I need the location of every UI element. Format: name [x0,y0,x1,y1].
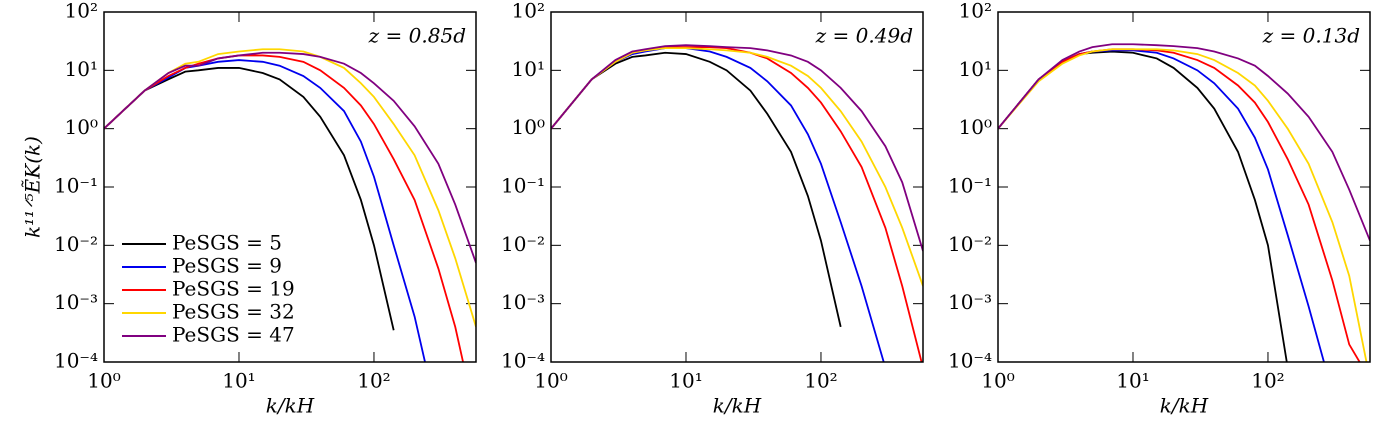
x-tick-label: 10² [1251,369,1284,393]
y-tick-label: 10⁻² [948,232,992,256]
data-line [551,47,885,362]
legend-label: PeSGS = 19 [172,277,295,301]
panel: 10⁰ 10¹ 10² 10⁻⁴ 10⁻³ 10⁻² 10⁻¹ 10⁰ 10¹ 10² z = 0.… [501,0,924,418]
y-tick-label: 10⁻³ [54,290,98,314]
data-line [998,50,1288,362]
data-line [998,48,1368,362]
y-tick-label: 10⁻² [54,232,98,256]
data-line [551,51,842,328]
x-tick-label: 10⁰ [981,369,1014,393]
legend-label: PeSGS = 5 [172,231,282,255]
legend-label: PeSGS = 47 [172,323,295,347]
x-axis-label: k/kH [713,394,762,418]
data-line [104,67,395,331]
x-axis-label: k/kH [1160,394,1209,418]
x-tick-label: 10¹ [1116,369,1149,393]
y-tick-label: 10⁰ [65,115,98,139]
data-line [998,49,1325,362]
axes-frame [103,11,477,363]
y-tick-label: 10¹ [959,57,992,81]
y-tick-label: 10⁻³ [501,290,545,314]
y-tick-label: 10¹ [65,57,98,81]
axes-frame [550,11,924,363]
y-tick-label: 10² [959,0,992,23]
x-axis-label: k/kH [266,394,315,418]
x-tick-label: 10² [357,369,390,393]
legend-label: PeSGS = 32 [172,300,295,324]
data-line [104,48,476,328]
panel: 10⁰ 10¹ 10² 10⁻⁴ 10⁻³ 10⁻² 10⁻¹ 10⁰ 10¹ 10² z = 0.… [948,0,1371,418]
y-tick-label: 10⁻³ [948,290,992,314]
y-tick-label: 10⁰ [512,115,545,139]
x-tick-label: 10¹ [669,369,702,393]
data-line [998,48,1361,362]
panel-title: z = 0.13d [1262,24,1360,48]
axes-frame [997,11,1371,363]
lines [998,43,1370,362]
data-line [998,43,1370,242]
panel: 10⁰ 10¹ 10² 10⁻⁴ 10⁻³ 10⁻² 10⁻¹ 10⁰ 10¹ 10² z = 0.… [21,0,477,418]
y-tick-label: 10⁻⁴ [948,349,992,373]
y-tick-label: 10⁻¹ [54,174,98,198]
y-axis-label: k¹¹ᐟ⁵ẼK(k) [21,136,45,238]
y-tick-label: 10² [512,0,545,23]
x-tick-label: 10⁰ [534,369,567,393]
data-line [551,47,923,287]
y-tick-label: 10⁰ [959,115,992,139]
x-tick-label: 10¹ [222,369,255,393]
panel-title: z = 0.85d [368,24,466,48]
y-tick-label: 10⁻² [501,232,545,256]
y-tick-label: 10⁻¹ [948,174,992,198]
y-tick-label: 10⁻¹ [501,174,545,198]
x-tick-label: 10⁰ [87,369,120,393]
y-tick-label: 10¹ [512,57,545,81]
panel-title: z = 0.49d [815,24,913,48]
data-line [551,44,923,252]
data-line [104,54,464,362]
y-tick-label: 10² [65,0,98,23]
x-tick-label: 10² [804,369,837,393]
legend-label: PeSGS = 9 [172,254,282,278]
data-line [104,51,476,264]
lines [551,44,923,362]
lines [104,48,476,362]
data-line [551,46,923,362]
y-tick-label: 10⁻⁴ [54,349,98,373]
y-tick-label: 10⁻⁴ [501,349,545,373]
